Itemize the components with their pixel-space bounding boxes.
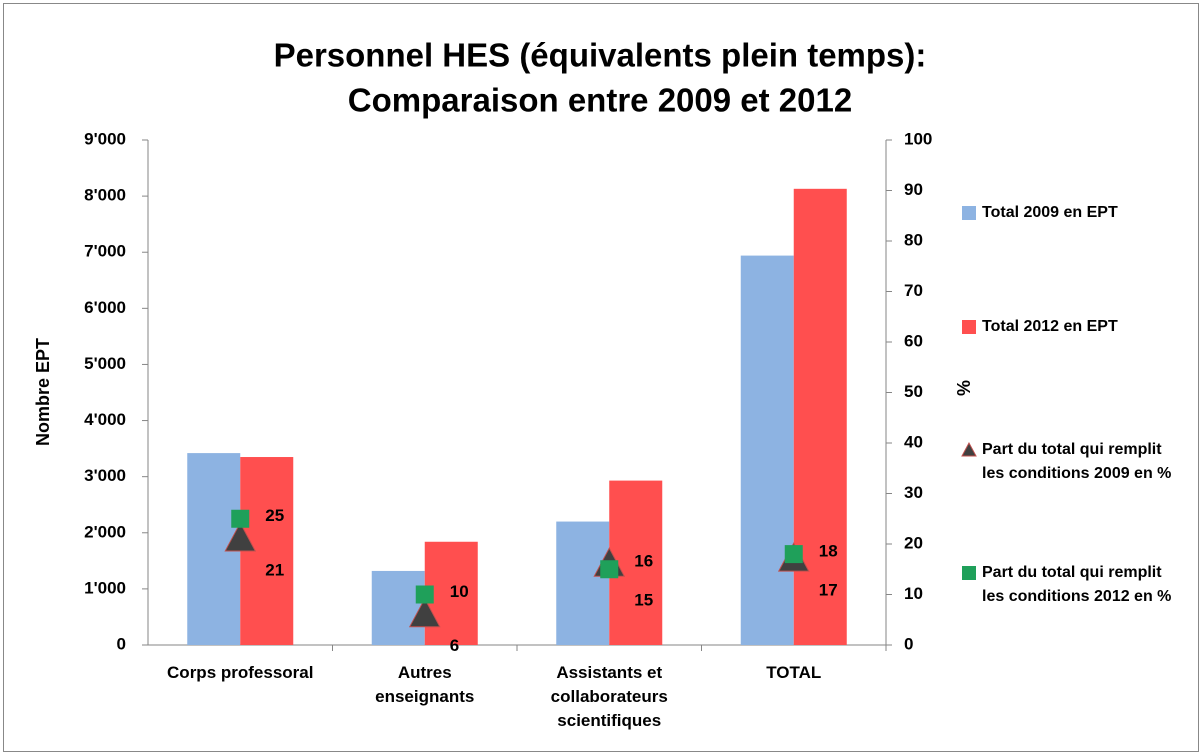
chart-title: Personnel HES (équivalents plein temps): (274, 37, 927, 74)
x-tick-label: Corps professoral (167, 663, 314, 682)
y2-tick-label: 10 (904, 584, 923, 603)
y-tick-label: 9'000 (84, 129, 126, 148)
data-label: 25 (265, 506, 284, 525)
marker-triangle (224, 521, 257, 552)
bar (740, 255, 794, 646)
y2-tick-label: 20 (904, 533, 923, 552)
y2-axis-label: % (954, 380, 974, 396)
y-tick-label: 1'000 (84, 578, 126, 597)
y-tick-label: 7'000 (84, 242, 126, 261)
y2-tick-label: 100 (904, 129, 932, 148)
y-tick-label: 4'000 (84, 410, 126, 429)
legend-swatch (962, 320, 976, 334)
y-tick-label: 8'000 (84, 186, 126, 205)
y2-tick-label: 60 (904, 331, 923, 350)
y-tick-label: 0 (117, 634, 126, 653)
data-label: 18 (819, 542, 838, 561)
marker-triangle (408, 597, 441, 628)
y-tick-label: 3'000 (84, 466, 126, 485)
data-label: 6 (450, 636, 459, 655)
legend-label: Part du total qui remplit les conditions… (982, 441, 1172, 482)
marker-square (600, 560, 619, 579)
y2-tick-label: 50 (904, 382, 923, 401)
legend-label: Part du total qui remplit les conditions… (982, 564, 1172, 605)
y2-tick-label: 70 (904, 281, 923, 300)
legend-swatch (962, 566, 976, 580)
chart-title: Comparaison entre 2009 et 2012 (348, 82, 852, 119)
y-tick-label: 5'000 (84, 354, 126, 373)
legend-label: Total 2009 en EPT (982, 204, 1118, 221)
data-label: 15 (634, 591, 653, 610)
marker-square (415, 585, 434, 604)
bar (793, 188, 847, 646)
y2-tick-label: 30 (904, 483, 923, 502)
data-label: 21 (265, 560, 284, 579)
x-tick-label: TOTAL (766, 663, 822, 682)
y2-tick-label: 80 (904, 230, 923, 249)
y2-tick-label: 40 (904, 432, 923, 451)
bar (371, 570, 425, 645)
data-label: 10 (450, 582, 469, 601)
y-tick-label: 6'000 (84, 298, 126, 317)
y2-tick-label: 0 (904, 634, 913, 653)
marker-square (784, 545, 803, 564)
x-tick-label: Autres enseignants (375, 663, 475, 706)
marker-square (231, 509, 250, 528)
x-tick-label: Assistants et collaborateurs scientifiqu… (550, 663, 668, 730)
legend-swatch (961, 441, 977, 457)
y-tick-label: 2'000 (84, 522, 126, 541)
legend-label: Total 2012 en EPT (982, 318, 1118, 335)
bar (556, 521, 610, 645)
y-axis-label: Nombre EPT (33, 338, 53, 446)
legend-swatch (962, 206, 976, 220)
chart-frame (3, 3, 1199, 752)
data-label: 16 (634, 552, 653, 571)
data-label: 17 (819, 581, 838, 600)
y2-tick-label: 90 (904, 180, 923, 199)
